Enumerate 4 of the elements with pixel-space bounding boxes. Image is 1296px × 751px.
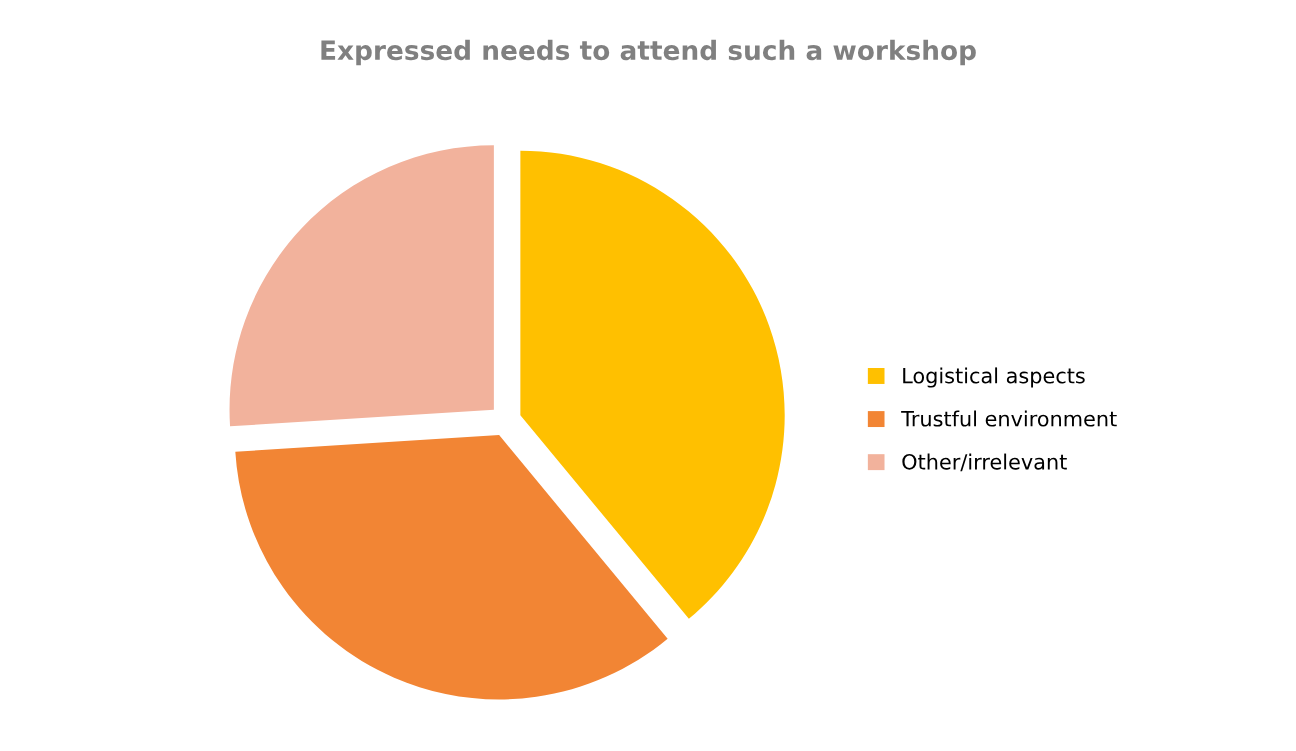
legend-label: Trustful environment — [901, 410, 1117, 427]
legend-label: Logistical aspects — [903, 367, 1085, 388]
legend-label: Other/irrelevant — [902, 453, 1067, 472]
chart-title: Expressed needs to attend such a workshop — [321, 39, 976, 66]
